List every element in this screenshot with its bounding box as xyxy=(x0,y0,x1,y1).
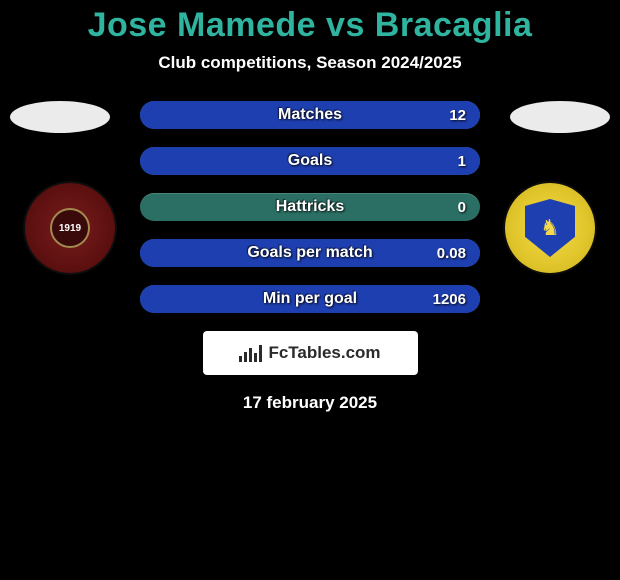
stat-bar-value-right: 1206 xyxy=(433,285,466,313)
club-badge-right: ♞ xyxy=(505,183,595,273)
player-right-silhouette xyxy=(510,101,610,133)
stat-bar: Goals1 xyxy=(140,147,480,175)
stat-bar-value-right: 1 xyxy=(458,147,466,175)
stat-bars: Matches12 Goals1 Hattricks0 Goals per match… xyxy=(140,101,480,313)
brand-badge: FcTables.com xyxy=(203,331,418,375)
stat-bar-value-right: 12 xyxy=(449,101,466,129)
lion-icon: ♞ xyxy=(540,217,560,239)
stat-bar-label: Goals per match xyxy=(140,239,480,267)
date-text: 17 february 2025 xyxy=(0,393,620,413)
stat-bar: Min per goal1206 xyxy=(140,285,480,313)
stat-bar: Hattricks0 xyxy=(140,193,480,221)
stat-bar-value-right: 0.08 xyxy=(437,239,466,267)
stat-bar-label: Hattricks xyxy=(140,193,480,221)
stat-bar-label: Min per goal xyxy=(140,285,480,313)
player-left-silhouette xyxy=(10,101,110,133)
club-badge-left: 1919 xyxy=(25,183,115,273)
stat-bar-value-right: 0 xyxy=(458,193,466,221)
page-subtitle: Club competitions, Season 2024/2025 xyxy=(0,53,620,73)
bars-icon xyxy=(239,344,262,362)
brand-text: FcTables.com xyxy=(268,343,380,363)
stat-bar: Goals per match0.08 xyxy=(140,239,480,267)
club-badge-left-year: 1919 xyxy=(50,208,90,248)
page-title: Jose Mamede vs Bracaglia xyxy=(0,0,620,45)
stat-bar: Matches12 xyxy=(140,101,480,129)
stats-area: 1919 ♞ Matches12 Goals1 Hattricks0 Goals pe… xyxy=(0,101,620,313)
shield-icon: ♞ xyxy=(525,199,575,257)
stat-bar-label: Matches xyxy=(140,101,480,129)
stat-bar-label: Goals xyxy=(140,147,480,175)
